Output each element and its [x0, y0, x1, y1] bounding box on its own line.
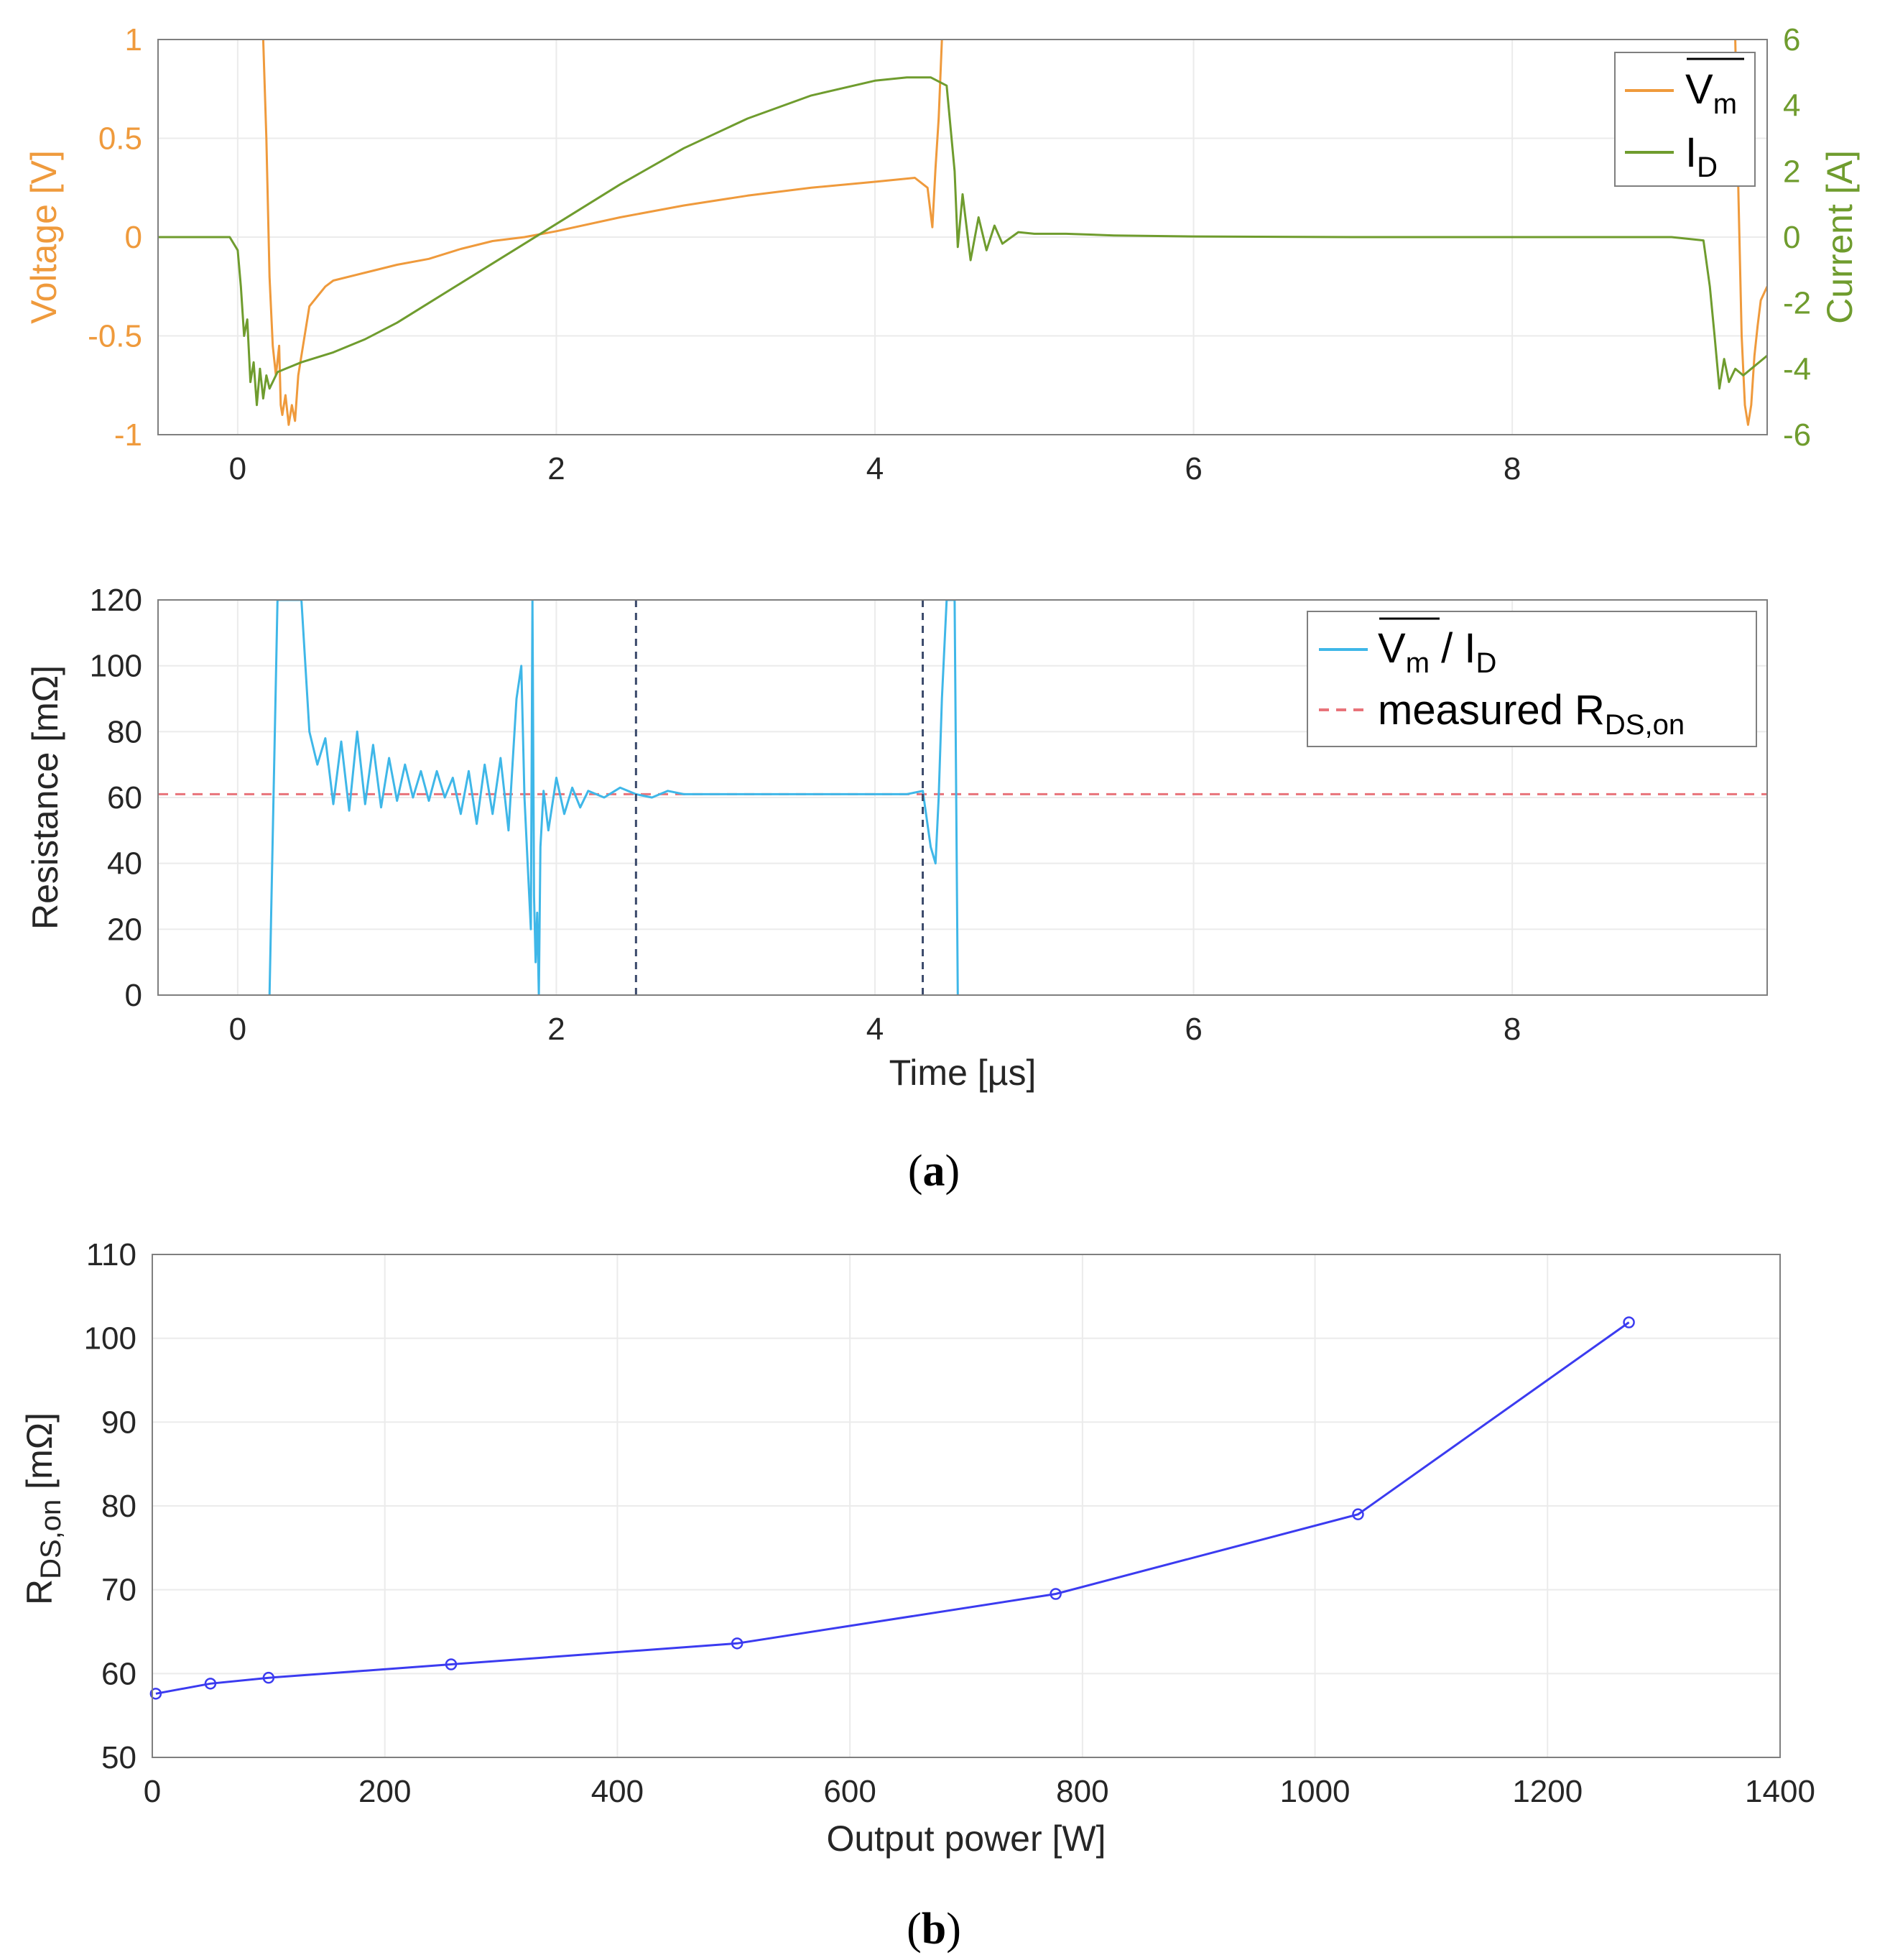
- y-right-tick-label: -6: [1783, 417, 1811, 453]
- y-left-tick-label: -0.5: [88, 319, 142, 354]
- plot-frame: [157, 599, 1768, 996]
- y-left-axis-label: Voltage [V]: [24, 150, 64, 324]
- x-tick-label: 6: [1185, 1012, 1202, 1047]
- y-tick-label: 40: [107, 846, 142, 882]
- data-point: [731, 1637, 744, 1650]
- x-tick-label: 0: [229, 451, 246, 486]
- x-tick-label: 6: [1185, 451, 1202, 486]
- data-point: [204, 1678, 217, 1690]
- y-tick-labels: 110 100 90 80 70 60 50: [84, 1237, 136, 1775]
- y-right-axis-label: Current [A]: [1820, 150, 1860, 324]
- x-tick-label: 200: [358, 1774, 411, 1809]
- data-point: [262, 1671, 275, 1684]
- legend-entry-vm: Vm: [1685, 66, 1737, 120]
- x-tick-labels: 0 2 4 6 8: [229, 1012, 1521, 1047]
- y-tick-label: 20: [107, 912, 142, 947]
- legend-entry-ratio: Vm / ID: [1378, 625, 1496, 679]
- legend-box: [1307, 611, 1757, 747]
- y-tick-labels: 120 100 80 60 40 20 0: [90, 583, 142, 1013]
- x-tick-label: 2: [547, 451, 565, 486]
- y-right-tick-label: 6: [1783, 22, 1800, 57]
- y-axis-label: RDS,on [mΩ]: [19, 1413, 67, 1605]
- y-tick-label: 100: [90, 649, 142, 684]
- series-group: [158, 40, 1767, 426]
- grid: [152, 1254, 1781, 1758]
- x-axis-label: Time [µs]: [889, 1053, 1037, 1093]
- x-tick-label: 800: [1056, 1774, 1108, 1809]
- x-tick-label: 1200: [1512, 1774, 1583, 1809]
- y-right-tick-label: 2: [1783, 154, 1800, 189]
- plot-frame: [152, 1254, 1781, 1758]
- y-left-tick-label: -1: [114, 417, 142, 453]
- x-tick-label: 8: [1504, 1012, 1521, 1047]
- y-tick-label: 80: [107, 714, 142, 749]
- x-tick-label: 400: [591, 1774, 644, 1809]
- y-tick-label: 70: [101, 1573, 136, 1608]
- y-right-tick-label: -2: [1783, 286, 1811, 321]
- y-right-tick-labels: 6 4 2 0 -2 -4 -6: [1783, 22, 1811, 453]
- series-line-id: [158, 76, 1767, 407]
- y-left-tick-labels: 1 0.5 0 -0.5 -1: [88, 22, 142, 453]
- x-tick-label: 1000: [1280, 1774, 1351, 1809]
- data-point: [1623, 1316, 1635, 1328]
- plot-frame: [157, 39, 1768, 435]
- y-left-tick-label: 0: [125, 220, 142, 255]
- y-right-tick-label: -4: [1783, 351, 1811, 387]
- y-tick-label: 80: [101, 1489, 136, 1524]
- x-tick-labels: 0 2 4 6 8: [229, 451, 1521, 486]
- y-tick-label: 60: [101, 1656, 136, 1691]
- x-tick-label: 1400: [1745, 1774, 1815, 1809]
- series-line-rdson: [155, 1321, 1630, 1695]
- y-left-tick-label: 0.5: [98, 121, 142, 157]
- caption-b: (b): [907, 1905, 961, 1954]
- x-tick-label: 4: [866, 451, 884, 486]
- legend: Vm / ID measured RDS,on: [1307, 611, 1757, 747]
- voltage-current-panel: 0 2 4 6 8 1 0.5 0 -0.5 -1 6 4 2 0 -2 -4 -6 Voltage [V]…: [24, 22, 1860, 486]
- y-right-tick-label: 4: [1783, 88, 1800, 124]
- x-tick-label: 0: [229, 1012, 246, 1047]
- x-tick-label: 8: [1504, 451, 1521, 486]
- legend-entry-id: ID: [1685, 129, 1718, 183]
- data-point: [1050, 1588, 1062, 1600]
- y-tick-label: 110: [86, 1237, 136, 1272]
- legend-box: [1614, 52, 1756, 187]
- y-tick-label: 90: [101, 1405, 136, 1440]
- legend-entry-measured: measured RDS,on: [1378, 687, 1685, 741]
- series-group: [149, 1316, 1635, 1700]
- x-tick-labels: 0 200 400 600 800 1000 1200 1400: [144, 1774, 1815, 1809]
- y-tick-label: 0: [125, 978, 142, 1013]
- data-point: [445, 1658, 458, 1670]
- resistance-panel: 0 2 4 6 8 120 100 80 60 40 20 0 Time [µs] Resistan…: [25, 583, 1768, 1093]
- series-group: [158, 600, 1767, 995]
- x-axis-label: Output power [W]: [826, 1818, 1106, 1859]
- legend: Vm ID: [1614, 52, 1756, 187]
- x-tick-label: 0: [144, 1774, 161, 1809]
- rdson-vs-power-panel: 0 200 400 600 800 1000 1200 1400 110 100 90 80 70 60…: [19, 1237, 1815, 1859]
- series-line-vm: [261, 40, 943, 426]
- y-tick-label: 100: [84, 1321, 136, 1356]
- data-point: [1352, 1508, 1364, 1520]
- x-tick-label: 2: [547, 1012, 565, 1047]
- x-tick-label: 4: [866, 1012, 884, 1047]
- y-tick-label: 120: [90, 583, 142, 618]
- data-point: [149, 1688, 162, 1700]
- caption-a: (a): [908, 1147, 960, 1196]
- y-right-tick-label: 0: [1783, 220, 1800, 255]
- x-tick-label: 600: [823, 1774, 876, 1809]
- y-tick-label: 60: [107, 780, 142, 815]
- series-line-vm: [1734, 40, 1767, 426]
- y-axis-label: Resistance [mΩ]: [25, 665, 65, 930]
- y-tick-label: 50: [101, 1740, 136, 1775]
- series-line-ratio: [268, 600, 959, 995]
- y-left-tick-label: 1: [125, 22, 142, 57]
